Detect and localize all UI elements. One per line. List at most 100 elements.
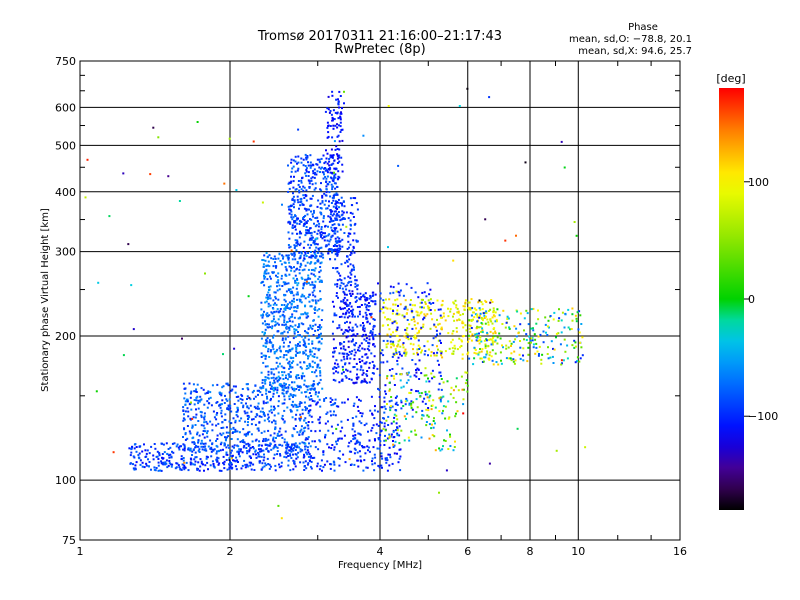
data-point — [273, 381, 276, 384]
data-point — [203, 418, 206, 421]
data-point — [324, 232, 326, 235]
data-point — [433, 354, 436, 357]
data-point — [350, 440, 353, 443]
data-point — [258, 389, 260, 392]
data-point — [296, 169, 299, 172]
data-point — [400, 354, 403, 357]
data-point — [317, 229, 320, 232]
data-point — [328, 164, 331, 167]
data-point — [207, 468, 209, 471]
data-point — [331, 90, 334, 93]
data-point — [238, 419, 241, 422]
data-point — [289, 453, 292, 456]
data-point — [259, 391, 262, 394]
data-point — [321, 196, 324, 199]
data-point — [455, 385, 457, 388]
data-point — [305, 189, 308, 192]
data-point — [340, 420, 343, 423]
data-point — [271, 327, 273, 330]
data-point — [389, 318, 392, 321]
data-point — [367, 449, 369, 452]
data-point — [366, 298, 369, 301]
data-point — [447, 400, 450, 403]
data-point — [201, 442, 204, 445]
data-point — [479, 312, 482, 315]
data-point — [378, 437, 381, 440]
data-point — [308, 334, 311, 337]
data-point — [226, 382, 229, 385]
data-point — [340, 328, 343, 331]
data-point — [452, 396, 455, 399]
data-point — [293, 443, 296, 446]
data-point — [355, 240, 358, 243]
data-point — [349, 243, 352, 246]
data-point — [293, 316, 296, 319]
data-point — [400, 386, 403, 389]
data-point — [244, 412, 247, 415]
data-point — [260, 468, 263, 471]
data-point — [452, 389, 455, 392]
data-point — [557, 319, 560, 322]
data-point — [411, 327, 414, 330]
data-point — [320, 212, 323, 214]
data-point — [327, 248, 330, 251]
data-point — [198, 434, 201, 437]
data-point — [475, 352, 478, 355]
data-point — [223, 442, 226, 445]
data-point — [281, 331, 284, 334]
data-point — [319, 416, 322, 419]
data-point — [309, 251, 312, 253]
data-point — [333, 194, 335, 197]
data-point — [316, 395, 319, 398]
data-point — [439, 314, 442, 317]
data-point — [327, 168, 330, 170]
data-point — [489, 301, 492, 304]
data-point — [485, 353, 488, 356]
data-point — [363, 327, 366, 330]
data-point — [351, 293, 354, 295]
data-point — [279, 310, 282, 313]
data-point — [304, 417, 307, 420]
data-point — [158, 454, 161, 457]
data-point — [356, 208, 359, 211]
data-point — [287, 258, 290, 261]
data-point — [293, 309, 296, 312]
data-point — [345, 288, 348, 291]
data-point — [343, 307, 346, 310]
data-point — [329, 213, 332, 216]
data-point — [454, 415, 457, 418]
data-point — [351, 326, 354, 329]
data-point — [553, 348, 556, 351]
data-point — [290, 267, 293, 270]
data-point — [464, 382, 467, 385]
data-point — [309, 232, 312, 235]
data-point — [128, 447, 131, 450]
data-point — [328, 200, 330, 203]
data-point — [315, 173, 318, 176]
data-point — [535, 322, 538, 325]
data-point — [287, 254, 290, 257]
data-point — [352, 404, 355, 407]
data-point — [330, 217, 333, 220]
data-point — [141, 465, 144, 468]
data-point — [437, 388, 440, 391]
data-point — [373, 438, 376, 441]
data-point — [206, 400, 209, 403]
data-point — [523, 338, 525, 341]
data-point — [287, 190, 290, 193]
data-point — [318, 429, 321, 432]
data-point — [306, 463, 309, 466]
data-point — [263, 453, 265, 456]
data-point — [492, 311, 495, 314]
data-point — [356, 292, 359, 295]
data-point — [488, 96, 491, 99]
data-point — [272, 307, 275, 310]
data-point — [343, 218, 346, 220]
data-point — [427, 354, 429, 357]
data-point — [449, 393, 452, 396]
data-point — [473, 307, 476, 310]
data-point — [329, 216, 332, 219]
data-point — [379, 440, 382, 443]
data-point — [454, 347, 457, 350]
